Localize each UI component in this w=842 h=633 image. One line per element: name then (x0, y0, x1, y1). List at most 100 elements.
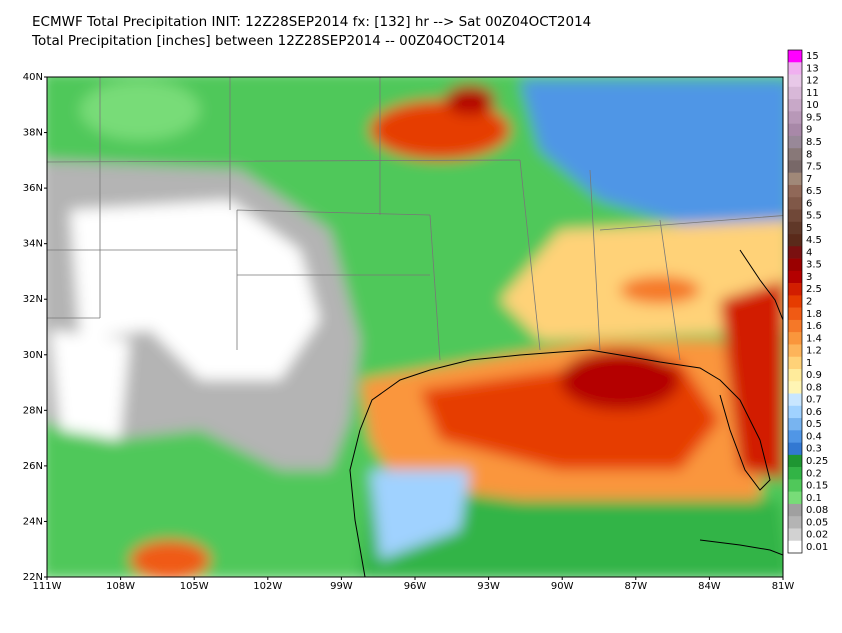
colorbar-label: 0.7 (806, 395, 822, 406)
colorbar-label: 2 (806, 297, 812, 308)
colorbar-label: 0.6 (806, 407, 822, 418)
colorbar-swatch (788, 418, 802, 431)
colorbar-swatch (788, 516, 802, 529)
lat-label: 22N (23, 572, 43, 583)
colorbar-swatch (788, 123, 802, 137)
subtitle: Total Precipitation [inches] between 12Z… (31, 33, 505, 49)
colorbar-label: 0.9 (806, 370, 822, 381)
colorbar-label: 0.25 (806, 456, 828, 467)
colorbar-swatch (788, 356, 802, 370)
colorbar-label: 1.6 (806, 321, 822, 332)
precip-field (47, 77, 783, 577)
colorbar-label: 0.5 (806, 419, 822, 430)
title: ECMWF Total Precipitation INIT: 12Z28SEP… (32, 14, 591, 30)
colorbar-swatch (788, 234, 802, 247)
lat-label: 32N (23, 294, 43, 305)
lon-label: 105W (180, 581, 209, 592)
colorbar-swatch (788, 209, 802, 223)
colorbar-label: 6.5 (806, 186, 822, 197)
colorbar-swatch (788, 528, 802, 542)
colorbar-swatch (788, 172, 802, 186)
lat-label: 34N (23, 239, 43, 250)
colorbar-label: 8.5 (806, 137, 822, 148)
colorbar-label: 9 (806, 125, 812, 136)
colorbar-label: 8 (806, 149, 812, 160)
lat-label: 36N (23, 183, 43, 194)
colorbar-label: 4 (806, 247, 812, 258)
colorbar-label: 7 (806, 174, 812, 185)
colorbar-label: 2.5 (806, 284, 822, 295)
colorbar-swatch (788, 99, 802, 112)
colorbar-label: 5 (806, 223, 812, 234)
colorbar-label: 1.2 (806, 346, 822, 357)
colorbar-swatch (788, 295, 802, 308)
colorbar-swatch (788, 270, 802, 284)
colorbar-label: 7.5 (806, 162, 822, 173)
colorbar-label: 0.8 (806, 382, 822, 393)
colorbar-swatch (788, 86, 802, 100)
colorbar-label: 0.2 (806, 468, 822, 479)
colorbar-swatch (788, 221, 802, 235)
colorbar-swatch (788, 184, 802, 198)
lon-label: 87W (624, 581, 647, 592)
lon-label: 96W (404, 581, 427, 592)
colorbar-swatch (788, 454, 802, 468)
colorbar-swatch (788, 160, 802, 173)
colorbar-swatch (788, 344, 802, 358)
colorbar-label: 1.8 (806, 309, 822, 320)
colorbar-swatch (788, 479, 802, 492)
colorbar-label: 11 (806, 88, 819, 99)
lon-label: 93W (477, 581, 500, 592)
colorbar-label: 0.15 (806, 481, 828, 492)
colorbar-label: 0.4 (806, 431, 822, 442)
colorbar-swatch (788, 405, 802, 419)
colorbar-label: 5.5 (806, 211, 822, 222)
lat-label: 30N (23, 350, 43, 361)
colorbar-label: 1.4 (806, 333, 822, 344)
lon-label: 90W (551, 581, 574, 592)
colorbar-swatch (788, 491, 802, 505)
colorbar-label: 13 (806, 63, 819, 74)
colorbar-label: 12 (806, 76, 819, 87)
colorbar-label: 4.5 (806, 235, 822, 246)
lon-label: 108W (106, 581, 135, 592)
colorbar-swatch (788, 393, 802, 407)
colorbar-swatch (788, 467, 802, 480)
colorbar-swatch (788, 332, 802, 345)
colorbar-frame (787, 49, 803, 554)
lat-label: 38N (23, 128, 43, 139)
colorbar-swatch (788, 368, 802, 382)
lon-label: 102W (253, 581, 282, 592)
colorbar-label: 0.02 (806, 530, 828, 541)
colorbar-label: 10 (806, 100, 819, 111)
colorbar-swatch (788, 381, 802, 394)
colorbar-swatch (788, 148, 802, 161)
colorbar-label: 3.5 (806, 260, 822, 271)
colorbar-label: 1 (806, 358, 812, 369)
lon-label: 99W (330, 581, 353, 592)
colorbar-swatch (788, 319, 802, 333)
lon-label: 84W (698, 581, 721, 592)
colorbar-label: 9.5 (806, 112, 822, 123)
colorbar-label: 0.3 (806, 444, 822, 455)
colorbar-swatch (788, 74, 802, 88)
lat-label: 26N (23, 461, 43, 472)
colorbar-swatch (788, 197, 802, 210)
colorbar-swatch (788, 50, 802, 63)
colorbar-swatch (788, 283, 802, 296)
lat-label: 28N (23, 405, 43, 416)
lat-label: 24N (23, 516, 43, 527)
colorbar-label: 0.08 (806, 505, 828, 516)
colorbar-swatch (788, 62, 802, 75)
colorbar-label: 0.05 (806, 517, 828, 528)
colorbar-swatch (788, 430, 802, 443)
colorbar-swatch (788, 307, 802, 321)
colorbar-swatch (788, 540, 802, 554)
lat-label: 40N (23, 72, 43, 83)
colorbar-label: 15 (806, 51, 819, 62)
colorbar-label: 6 (806, 198, 812, 209)
colorbar-swatch (788, 442, 802, 456)
lon-label: 81W (772, 581, 795, 592)
